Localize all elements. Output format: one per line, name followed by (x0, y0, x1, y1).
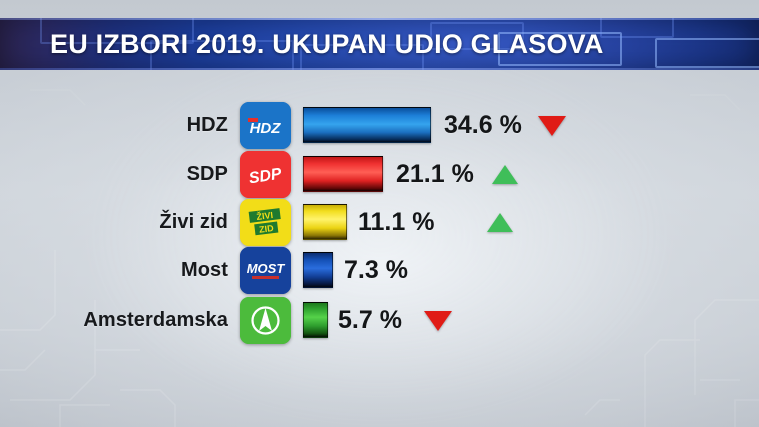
hdz-logo: HDZ (240, 101, 291, 149)
title-band: EU IZBORI 2019. UKUPAN UDIO GLASOVA (0, 18, 759, 70)
svg-text:ZID: ZID (259, 222, 275, 234)
sdp-logo: SDP (240, 150, 291, 198)
party-name-most: Most (180, 258, 228, 281)
result-row-hdz: HDZ HDZ 34.6 % (0, 100, 759, 150)
value-hdz: 34.6 % (444, 110, 522, 139)
band-glow (0, 18, 759, 70)
trend-down-icon (538, 116, 566, 136)
band-top-edge (0, 18, 759, 20)
circuit-decoration (600, 18, 674, 38)
circuit-decoration (498, 32, 622, 66)
party-name-amsterdamska: Amsterdamska (83, 308, 228, 331)
circuit-decoration (150, 40, 294, 70)
result-row-amsterdamska: Amsterdamska 5.7 % (0, 295, 759, 345)
most-logo: MOST (240, 246, 291, 294)
trend-up-icon (487, 213, 513, 232)
circuit-decoration (655, 38, 759, 68)
value-most: 7.3 % (344, 255, 408, 284)
svg-text:SDP: SDP (248, 165, 283, 187)
svg-text:MOST: MOST (247, 261, 286, 276)
result-row-most: Most MOST 7.3 % (0, 245, 759, 295)
value-amsterdamska: 5.7 % (338, 305, 402, 334)
svg-text:ŽIVI: ŽIVI (256, 209, 274, 222)
bar-most (303, 252, 333, 288)
page-title: EU IZBORI 2019. UKUPAN UDIO GLASOVA (50, 29, 604, 59)
trend-up-icon (492, 165, 518, 184)
svg-text:HDZ: HDZ (250, 120, 282, 137)
circuit-decoration (430, 22, 524, 50)
band-bottom-edge (0, 68, 759, 70)
party-name-zivi-zid: Živi zid (159, 210, 228, 233)
party-name-sdp: SDP (186, 162, 228, 185)
circuit-decoration (300, 44, 424, 70)
zivi-zid-logo: ŽIVI ZID (240, 198, 291, 246)
party-name-hdz: HDZ (186, 113, 228, 136)
bar-amsterdamska (303, 302, 328, 338)
trend-down-icon (424, 311, 452, 331)
result-row-sdp: SDP SDP 21.1 % (0, 149, 759, 199)
bar-hdz (303, 107, 431, 143)
bar-zivi-zid (303, 204, 347, 240)
bar-sdp (303, 156, 383, 192)
result-row-zivi-zid: Živi zid ŽIVI ZID 11.1 % (0, 197, 759, 247)
value-zivi-zid: 11.1 % (358, 207, 435, 236)
amsterdamska-logo (240, 296, 291, 344)
circuit-decoration (40, 18, 194, 44)
value-sdp: 21.1 % (396, 159, 474, 188)
